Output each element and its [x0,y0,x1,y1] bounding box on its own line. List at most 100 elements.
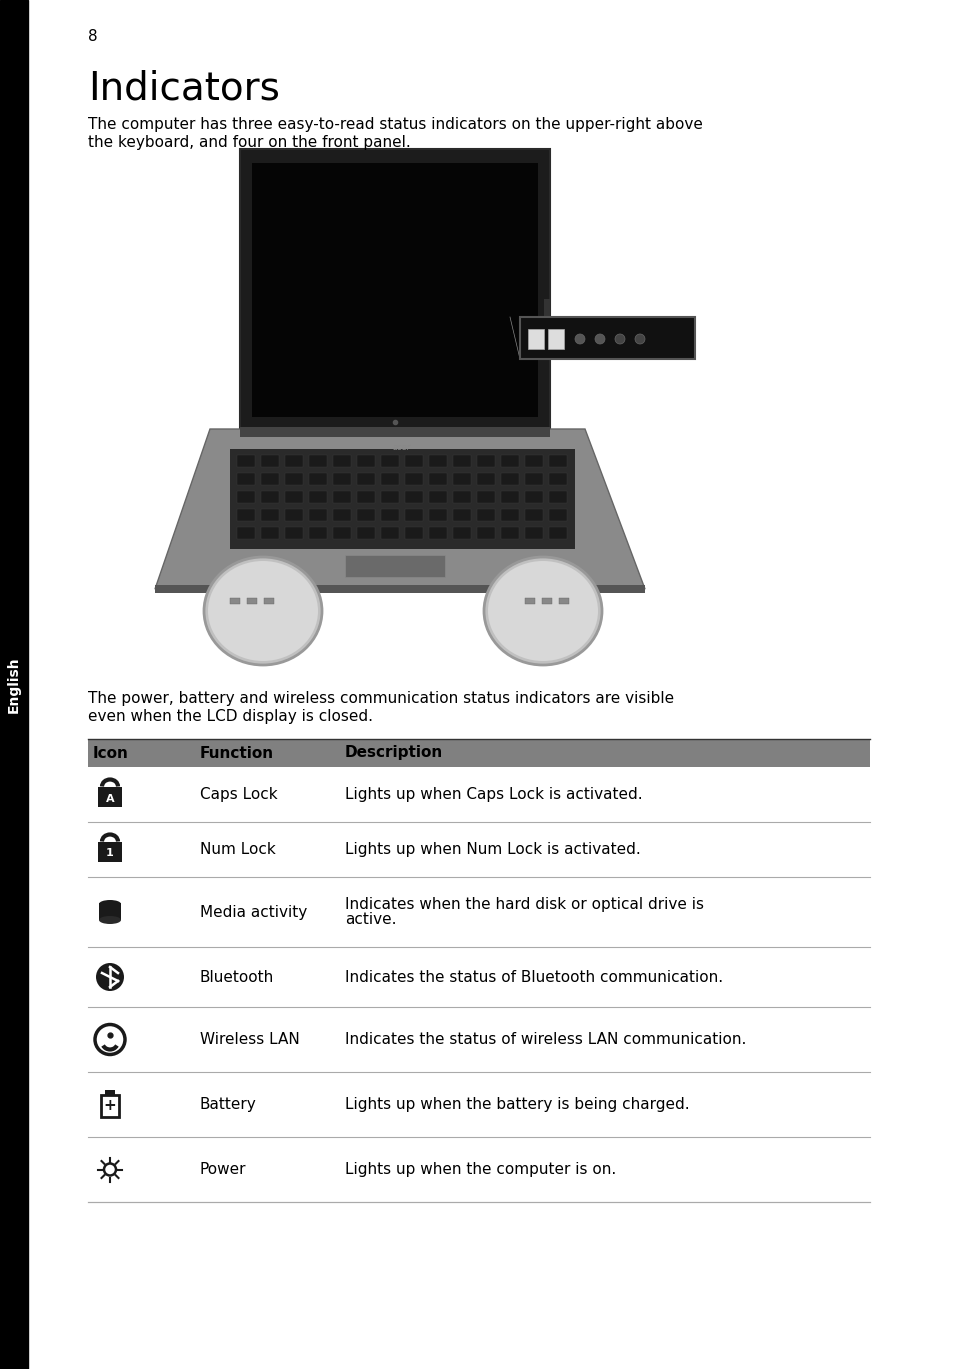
Bar [356,491,375,502]
Bar [236,455,254,467]
Bar [500,455,518,467]
Text: Description: Description [345,746,443,761]
Text: Battery: Battery [200,1097,256,1112]
Bar [309,527,327,539]
Bar [405,509,422,522]
Text: acer: acer [393,442,411,452]
Bar [476,527,495,539]
Bar [333,491,351,502]
Bar [88,1008,869,1072]
Circle shape [96,962,124,991]
Bar [285,509,303,522]
Text: The computer has three easy-to-read status indicators on the upper-right above: The computer has three easy-to-read stat… [88,116,702,131]
Bar [429,455,447,467]
Bar [236,474,254,485]
Bar [405,474,422,485]
Bar [285,491,303,502]
Bar [252,163,537,418]
Ellipse shape [488,561,598,661]
Text: A: A [106,794,114,804]
Bar [453,527,471,539]
Ellipse shape [483,557,601,665]
Bar [154,585,644,593]
Text: The power, battery and wireless communication status indicators are visible: The power, battery and wireless communic… [88,691,674,706]
Bar [500,491,518,502]
Bar [405,491,422,502]
Bar [548,509,566,522]
Bar [88,878,869,947]
Bar [236,527,254,539]
Bar [453,509,471,522]
Bar [88,767,869,821]
Bar [88,1072,869,1138]
Bar [356,474,375,485]
Bar [88,739,869,767]
Text: even when the LCD display is closed.: even when the LCD display is closed. [88,709,373,724]
Ellipse shape [204,557,322,665]
Bar [247,598,256,604]
Text: Lights up when the battery is being charged.: Lights up when the battery is being char… [345,1097,689,1112]
Text: Caps Lock: Caps Lock [200,787,277,802]
Text: Indicators: Indicators [88,68,279,107]
Bar [98,842,122,861]
Bar [476,491,495,502]
Text: 1: 1 [106,849,113,858]
Bar [105,1090,115,1094]
Circle shape [595,334,604,344]
Bar [380,455,398,467]
Bar [101,1094,119,1117]
Bar [333,527,351,539]
Text: the keyboard, and four on the front panel.: the keyboard, and four on the front pane… [88,136,411,151]
Text: Lights up when Caps Lock is activated.: Lights up when Caps Lock is activated. [345,787,642,802]
Bar [333,455,351,467]
Bar [541,598,552,604]
Circle shape [635,334,644,344]
Bar [476,509,495,522]
Bar [380,509,398,522]
Bar [453,455,471,467]
Text: Num Lock: Num Lock [200,842,275,857]
Ellipse shape [99,916,121,924]
Bar [264,598,274,604]
Bar [309,491,327,502]
Bar [261,509,278,522]
Bar [261,491,278,502]
Bar [476,455,495,467]
Text: English: English [7,657,21,713]
Bar [88,821,869,878]
Bar [88,947,869,1008]
Text: Indicates the status of wireless LAN communication.: Indicates the status of wireless LAN com… [345,1032,745,1047]
Bar [261,455,278,467]
Bar [453,491,471,502]
Text: +: + [104,1098,116,1113]
Polygon shape [154,428,644,589]
Text: Power: Power [200,1162,246,1177]
Bar [236,509,254,522]
Bar [356,455,375,467]
Bar [548,474,566,485]
Bar [309,509,327,522]
Bar [99,904,121,920]
Bar [285,527,303,539]
Bar [309,455,327,467]
Text: Indicates the status of Bluetooth communication.: Indicates the status of Bluetooth commun… [345,969,722,984]
Bar [524,598,535,604]
Bar [285,474,303,485]
Bar [524,491,542,502]
Bar [524,527,542,539]
Bar [380,491,398,502]
Ellipse shape [208,561,317,661]
Bar [548,491,566,502]
Bar [333,474,351,485]
Bar [380,527,398,539]
Bar [240,427,550,437]
Bar [543,298,550,359]
Bar [285,455,303,467]
Bar [558,598,568,604]
Text: Wireless LAN: Wireless LAN [200,1032,299,1047]
Bar [230,449,575,549]
Bar [476,474,495,485]
Bar [333,509,351,522]
Bar [405,455,422,467]
Bar [356,509,375,522]
